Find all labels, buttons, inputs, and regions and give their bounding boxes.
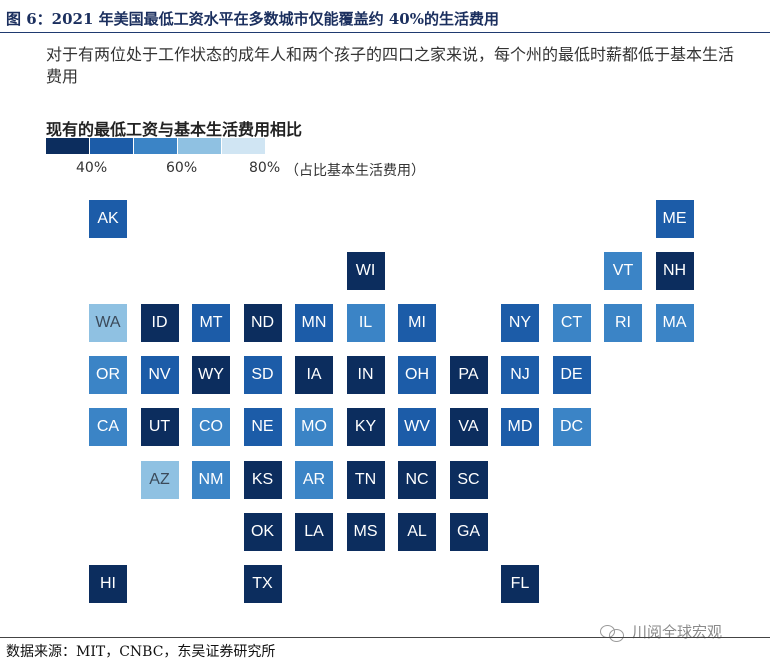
legend-swatch-4 xyxy=(178,138,221,154)
state-tile-in: IN xyxy=(346,356,385,395)
figure-title: 图 6：2021 年美国最低工资水平在多数城市仅能覆盖约 40%的生活费用 xyxy=(6,10,499,28)
watermark: 川阅全球宏观 xyxy=(600,621,722,642)
state-tile-dc: DC xyxy=(552,408,591,447)
state-tile-ut: UT xyxy=(140,408,179,447)
figure-subtitle: 对于有两位处于工作状态的成年人和两个孩子的四口之家来说，每个州的最低时薪都低于基… xyxy=(46,45,735,86)
state-tile-de: DE xyxy=(552,356,591,395)
state-tile-ne: NE xyxy=(243,408,282,447)
state-tile-sc: SC xyxy=(449,460,488,499)
legend-title: 现有的最低工资与基本生活费用相比 xyxy=(46,120,303,139)
state-tile-ga: GA xyxy=(449,512,488,551)
state-tile-md: MD xyxy=(501,408,539,447)
state-tile-ar: AR xyxy=(295,460,333,499)
state-tile-ms: MS xyxy=(346,512,385,551)
state-tile-wy: WY xyxy=(192,356,230,395)
legend-tick-40: 40% xyxy=(76,160,108,176)
state-tile-ma: MA xyxy=(655,304,694,343)
state-tile-ia: IA xyxy=(295,356,333,395)
state-tile-id: ID xyxy=(140,304,179,343)
state-tile-vt: VT xyxy=(604,252,642,291)
state-tile-ak: AK xyxy=(89,200,127,238)
legend-tick-80: 80% xyxy=(249,160,281,176)
state-tile-la: LA xyxy=(295,512,333,551)
legend-tick-60: 60% xyxy=(166,160,198,176)
state-tile-pa: PA xyxy=(449,356,488,395)
legend-swatch-3 xyxy=(134,138,177,154)
state-tile-nh: NH xyxy=(655,252,694,291)
state-tile-wa: WA xyxy=(89,304,127,343)
watermark-text: 川阅全球宏观 xyxy=(632,623,723,641)
state-tile-ct: CT xyxy=(552,304,591,343)
state-tile-mn: MN xyxy=(295,304,333,343)
state-tile-wi: WI xyxy=(346,252,385,291)
state-tile-mo: MO xyxy=(295,408,333,447)
state-tile-va: VA xyxy=(449,408,488,447)
state-tile-co: CO xyxy=(192,408,230,447)
legend-swatch-5 xyxy=(222,138,265,154)
state-tile-nd: ND xyxy=(243,304,282,343)
state-tile-me: ME xyxy=(655,200,694,238)
state-tile-nm: NM xyxy=(192,460,230,499)
state-tile-ok: OK xyxy=(243,512,282,551)
state-tile-fl: FL xyxy=(501,564,539,603)
state-tile-mi: MI xyxy=(398,304,436,343)
state-tile-tn: TN xyxy=(346,460,385,499)
state-tile-or: OR xyxy=(89,356,127,395)
legend-swatch-2 xyxy=(90,138,133,154)
state-tile-ny: NY xyxy=(501,304,539,343)
state-tile-hi: HI xyxy=(89,564,127,603)
state-tile-ks: KS xyxy=(243,460,282,499)
legend-unit-note: （占比基本生活费用） xyxy=(285,163,425,179)
legend-swatch-1 xyxy=(46,138,89,154)
state-tile-tx: TX xyxy=(243,564,282,603)
state-tile-oh: OH xyxy=(398,356,436,395)
source-rule xyxy=(0,637,770,638)
color-legend xyxy=(46,138,266,154)
state-tile-ca: CA xyxy=(89,408,127,447)
state-tile-nj: NJ xyxy=(501,356,539,395)
state-tile-ri: RI xyxy=(604,304,642,343)
state-tile-al: AL xyxy=(398,512,436,551)
state-tile-nv: NV xyxy=(140,356,179,395)
state-tile-wv: WV xyxy=(398,408,436,447)
state-tile-ky: KY xyxy=(346,408,385,447)
figure-source: 数据来源：MIT，CNBC，东吴证券研究所 xyxy=(6,644,276,660)
state-tile-mt: MT xyxy=(192,304,230,343)
title-rule xyxy=(0,32,770,33)
state-tile-nc: NC xyxy=(398,460,436,499)
state-tile-sd: SD xyxy=(243,356,282,395)
state-tile-az: AZ xyxy=(140,460,179,499)
state-tile-il: IL xyxy=(346,304,385,343)
